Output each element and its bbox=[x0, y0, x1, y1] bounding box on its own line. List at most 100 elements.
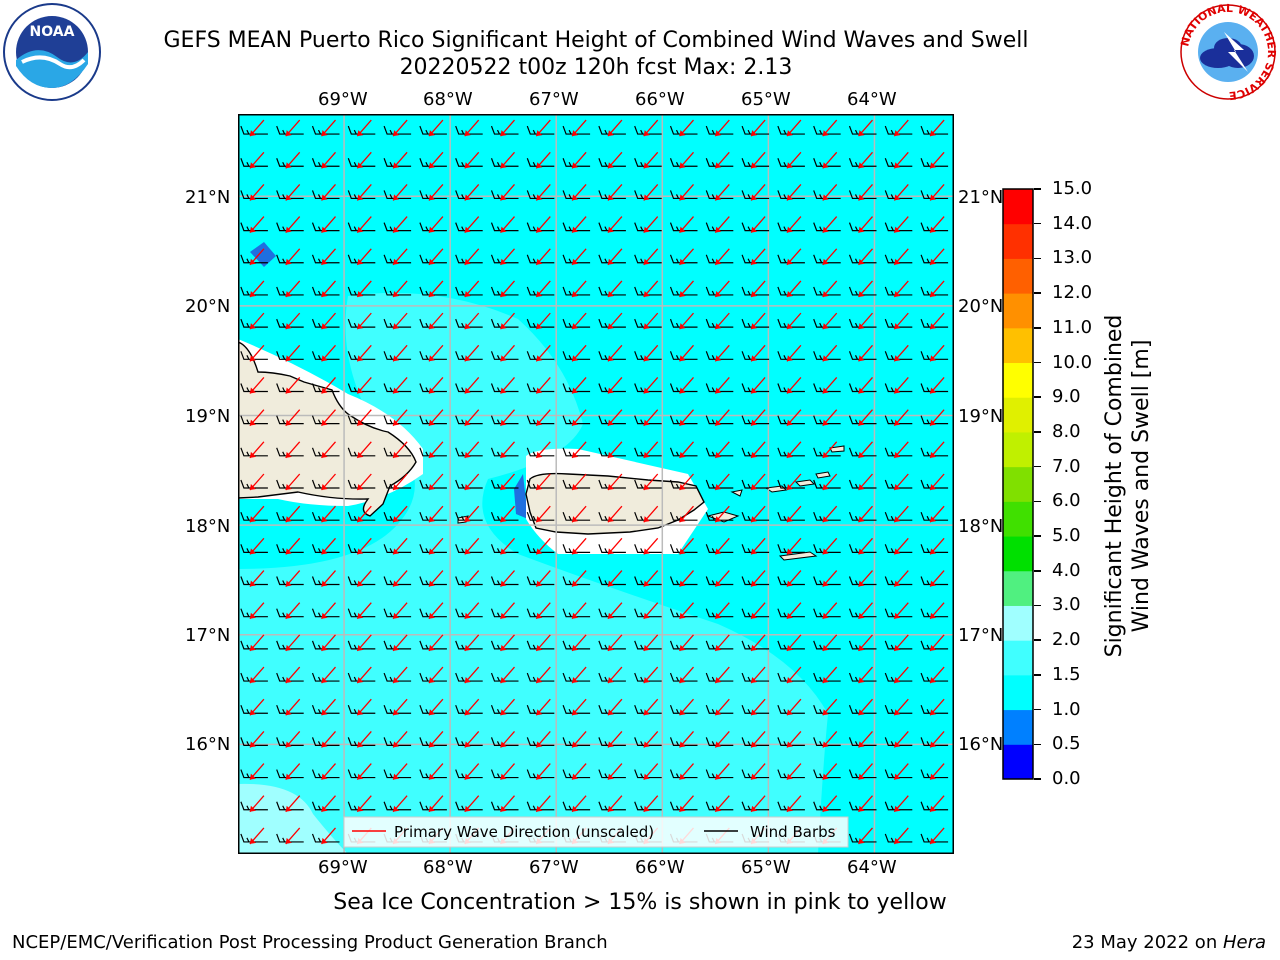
wave-arrow bbox=[249, 698, 265, 716]
wind-barb bbox=[490, 479, 519, 489]
wave-arrow bbox=[321, 312, 336, 330]
wave-arrow bbox=[249, 634, 265, 652]
wave-arrow bbox=[535, 151, 551, 169]
wave-arrow bbox=[893, 248, 909, 266]
wave-arrow bbox=[643, 409, 659, 427]
legend-wave-label: Primary Wave Direction (unscaled) bbox=[394, 823, 654, 841]
wave-arrow bbox=[285, 344, 301, 362]
wave-arrow bbox=[321, 634, 336, 652]
colorbar-tick-mark bbox=[1034, 465, 1041, 468]
wind-barbs-layer bbox=[240, 125, 949, 843]
wind-barb bbox=[848, 544, 877, 553]
colorbar-cell bbox=[1003, 397, 1033, 433]
wind-barb bbox=[669, 190, 698, 200]
wave-arrow bbox=[822, 151, 838, 169]
wind-barb bbox=[813, 672, 841, 682]
wave-arrow bbox=[929, 377, 945, 394]
wind-barb bbox=[240, 479, 268, 489]
wind-barb bbox=[669, 318, 698, 328]
wind-barb bbox=[884, 318, 913, 328]
wave-arrow bbox=[786, 730, 802, 748]
colorbar-tick-mark bbox=[1034, 743, 1041, 746]
wind-barb bbox=[848, 318, 877, 328]
map-legend: Primary Wave Direction (unscaled) Wind B… bbox=[343, 816, 849, 848]
wave-arrow bbox=[643, 634, 659, 652]
wind-barb bbox=[490, 125, 519, 135]
wind-barb bbox=[455, 769, 483, 779]
wave-arrow bbox=[786, 698, 802, 716]
wave-arrow bbox=[571, 441, 587, 459]
wave-arrow bbox=[356, 698, 372, 716]
wave-arrow bbox=[356, 216, 372, 234]
nws-logo: NATIONAL WEATHER SERVICE bbox=[1178, 2, 1278, 102]
wind-barb bbox=[920, 801, 949, 811]
wind-barb bbox=[634, 769, 662, 779]
wave-arrow bbox=[607, 570, 623, 587]
lat-label-right: 17°N bbox=[958, 625, 1004, 646]
wave-arrow bbox=[929, 827, 945, 845]
wave-arrow bbox=[571, 602, 587, 620]
wind-barb bbox=[455, 640, 483, 650]
wave-arrow bbox=[714, 344, 730, 362]
wind-barb bbox=[311, 672, 340, 682]
wind-barb bbox=[813, 254, 841, 264]
wind-barb bbox=[490, 383, 519, 393]
wind-barb bbox=[347, 705, 376, 714]
wind-barb bbox=[884, 190, 913, 200]
wave-arrow bbox=[356, 763, 372, 780]
wave-arrow bbox=[643, 537, 659, 555]
wind-barb bbox=[347, 415, 376, 425]
wind-barb bbox=[848, 640, 877, 650]
wind-barb bbox=[705, 737, 734, 746]
wind-barb bbox=[598, 769, 626, 779]
wind-barb bbox=[741, 769, 770, 779]
wind-barb bbox=[562, 190, 591, 200]
wind-barb bbox=[383, 190, 412, 200]
wave-arrow bbox=[679, 634, 694, 652]
wind-barb bbox=[383, 737, 412, 746]
wind-barb bbox=[669, 351, 698, 360]
wave-arrow bbox=[929, 280, 945, 298]
wind-barb bbox=[705, 158, 734, 167]
wave-arrow bbox=[392, 602, 408, 620]
wave-arrow bbox=[858, 119, 873, 137]
wind-barb bbox=[240, 511, 268, 521]
wind-barb bbox=[705, 286, 734, 296]
wave-arrow bbox=[893, 441, 909, 459]
wind-barb bbox=[598, 447, 626, 457]
wave-arrow bbox=[285, 119, 301, 137]
wave-arrow bbox=[356, 184, 372, 201]
wave-arrow bbox=[356, 441, 372, 459]
wind-barb bbox=[634, 447, 662, 457]
wave-arrow bbox=[750, 537, 766, 555]
wind-barb bbox=[526, 737, 555, 746]
wind-barb bbox=[848, 351, 877, 360]
wind-barb bbox=[634, 351, 662, 360]
wind-barb bbox=[777, 479, 805, 489]
lon-label-bottom: 66°W bbox=[635, 857, 685, 878]
wave-arrow bbox=[464, 280, 480, 298]
wind-barb bbox=[490, 576, 519, 586]
wind-barb bbox=[669, 544, 698, 553]
wave-arrow bbox=[643, 505, 659, 523]
wind-barb bbox=[383, 415, 412, 425]
wind-barb bbox=[490, 737, 519, 746]
wind-barb bbox=[669, 576, 698, 586]
wave-arrow bbox=[392, 634, 408, 652]
wind-barb bbox=[562, 479, 591, 489]
lon-label-top: 67°W bbox=[529, 89, 579, 110]
wind-barb bbox=[884, 576, 913, 586]
wind-barb bbox=[562, 125, 591, 135]
wind-barb bbox=[848, 737, 877, 746]
wave-arrow bbox=[679, 280, 694, 298]
wave-arrow bbox=[500, 409, 515, 427]
wind-barb bbox=[777, 576, 805, 586]
wave-arrow bbox=[929, 248, 945, 266]
lat-label-right: 18°N bbox=[958, 516, 1004, 537]
wave-arrow bbox=[500, 280, 515, 298]
wind-barb bbox=[383, 351, 412, 360]
wind-barb bbox=[848, 447, 877, 457]
wind-barb bbox=[598, 479, 626, 489]
wave-arrow bbox=[464, 409, 480, 427]
wave-arrow bbox=[607, 763, 623, 780]
